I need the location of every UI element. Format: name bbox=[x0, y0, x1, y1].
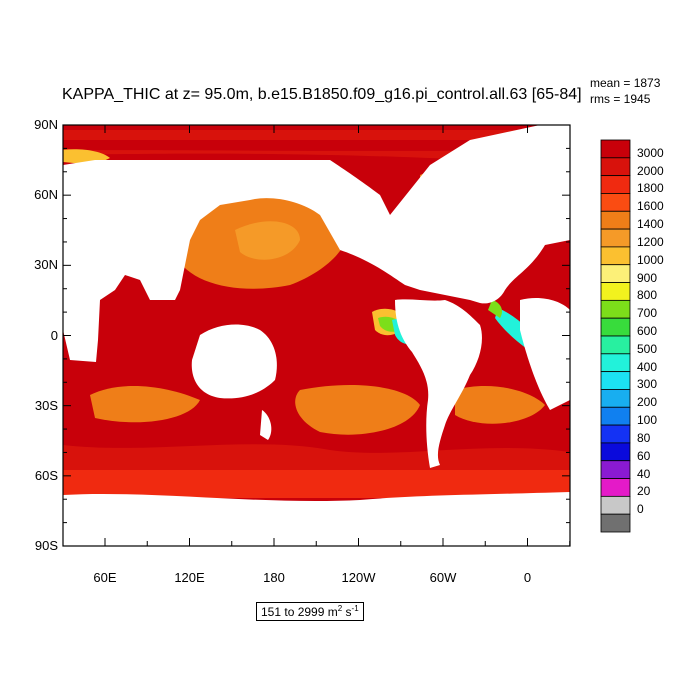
colorbar-label: 300 bbox=[637, 377, 658, 392]
colorbar-label: 400 bbox=[637, 359, 658, 374]
colorbar-label: 0 bbox=[637, 502, 644, 517]
colorbar-label: 20 bbox=[637, 484, 651, 499]
colorbar-label: 800 bbox=[637, 288, 658, 303]
colorbar-label: 1600 bbox=[637, 199, 664, 214]
colorbar-box bbox=[600, 317, 631, 337]
y-tick-label: 30S bbox=[34, 397, 58, 413]
colorbar-label: 1200 bbox=[637, 234, 664, 249]
colorbar-box bbox=[600, 424, 631, 444]
colorbar-label: 1800 bbox=[637, 181, 664, 196]
colorbar-label: 600 bbox=[637, 324, 658, 338]
colorbar-box bbox=[600, 371, 631, 390]
colorbar-box bbox=[600, 389, 631, 408]
colorbar-label: 1000 bbox=[637, 252, 664, 267]
colorbar-box bbox=[600, 193, 631, 212]
x-tick-label: 60E bbox=[93, 570, 117, 585]
colorbar-box bbox=[600, 406, 631, 426]
y-axis bbox=[63, 124, 570, 547]
colorbar-label: 2000 bbox=[637, 163, 664, 178]
y-tick-label: 60N bbox=[34, 187, 58, 203]
range-label: 151 to 2999 m2 s-1 bbox=[256, 602, 364, 621]
colorbar-box bbox=[600, 495, 631, 515]
ocean-field bbox=[63, 125, 570, 546]
colorbar-box bbox=[600, 228, 631, 248]
y-tick-label: 0 bbox=[50, 327, 58, 343]
colorbar-box bbox=[600, 282, 631, 301]
x-tick-label: 0 bbox=[523, 570, 532, 585]
colorbar-box bbox=[600, 175, 631, 194]
colorbar-label: 40 bbox=[637, 466, 651, 481]
x-tick-label: 60W bbox=[429, 570, 457, 585]
colorbar-label: 1400 bbox=[637, 217, 664, 232]
colorbar-box bbox=[600, 157, 631, 177]
colorbar-box bbox=[600, 442, 631, 462]
mean-stat: mean = 1873 bbox=[590, 76, 661, 90]
colorbar-box bbox=[600, 139, 631, 159]
colorbar-box bbox=[600, 299, 631, 319]
rms-stat: rms = 1945 bbox=[590, 92, 651, 106]
x-tick-label: 180 bbox=[263, 570, 285, 585]
x-tick-label: 120W bbox=[341, 570, 376, 585]
colorbar-label: 60 bbox=[637, 448, 651, 463]
y-tick-label: 90N bbox=[34, 117, 58, 132]
x-axis bbox=[104, 125, 571, 546]
colorbar-box bbox=[600, 478, 631, 497]
colorbar-box bbox=[600, 264, 631, 283]
colorbar-label: 80 bbox=[637, 430, 651, 445]
colorbar-label: 3000 bbox=[637, 145, 664, 160]
y-tick-label: 30N bbox=[34, 257, 58, 273]
colorbar-box bbox=[600, 246, 631, 266]
colorbar-box bbox=[600, 460, 631, 479]
colorbar-label: 500 bbox=[637, 341, 658, 356]
colorbar-label: 700 bbox=[637, 306, 658, 321]
y-tick-label: 90S bbox=[34, 538, 58, 553]
colorbar-label: 200 bbox=[637, 395, 658, 410]
colorbar-label: 100 bbox=[637, 413, 658, 428]
x-tick-label: 120E bbox=[174, 570, 205, 585]
colorbar-label: 900 bbox=[637, 270, 658, 285]
colorbar-box bbox=[600, 335, 631, 355]
colorbar-box bbox=[600, 513, 631, 533]
plot-title: KAPPA_THIC at z= 95.0m, b.e15.B1850.f09_… bbox=[62, 86, 582, 103]
colorbar bbox=[600, 139, 631, 533]
colorbar-box bbox=[600, 210, 631, 230]
y-tick-label: 60S bbox=[34, 467, 58, 483]
land-mask bbox=[63, 125, 570, 546]
colorbar-box bbox=[600, 353, 631, 373]
